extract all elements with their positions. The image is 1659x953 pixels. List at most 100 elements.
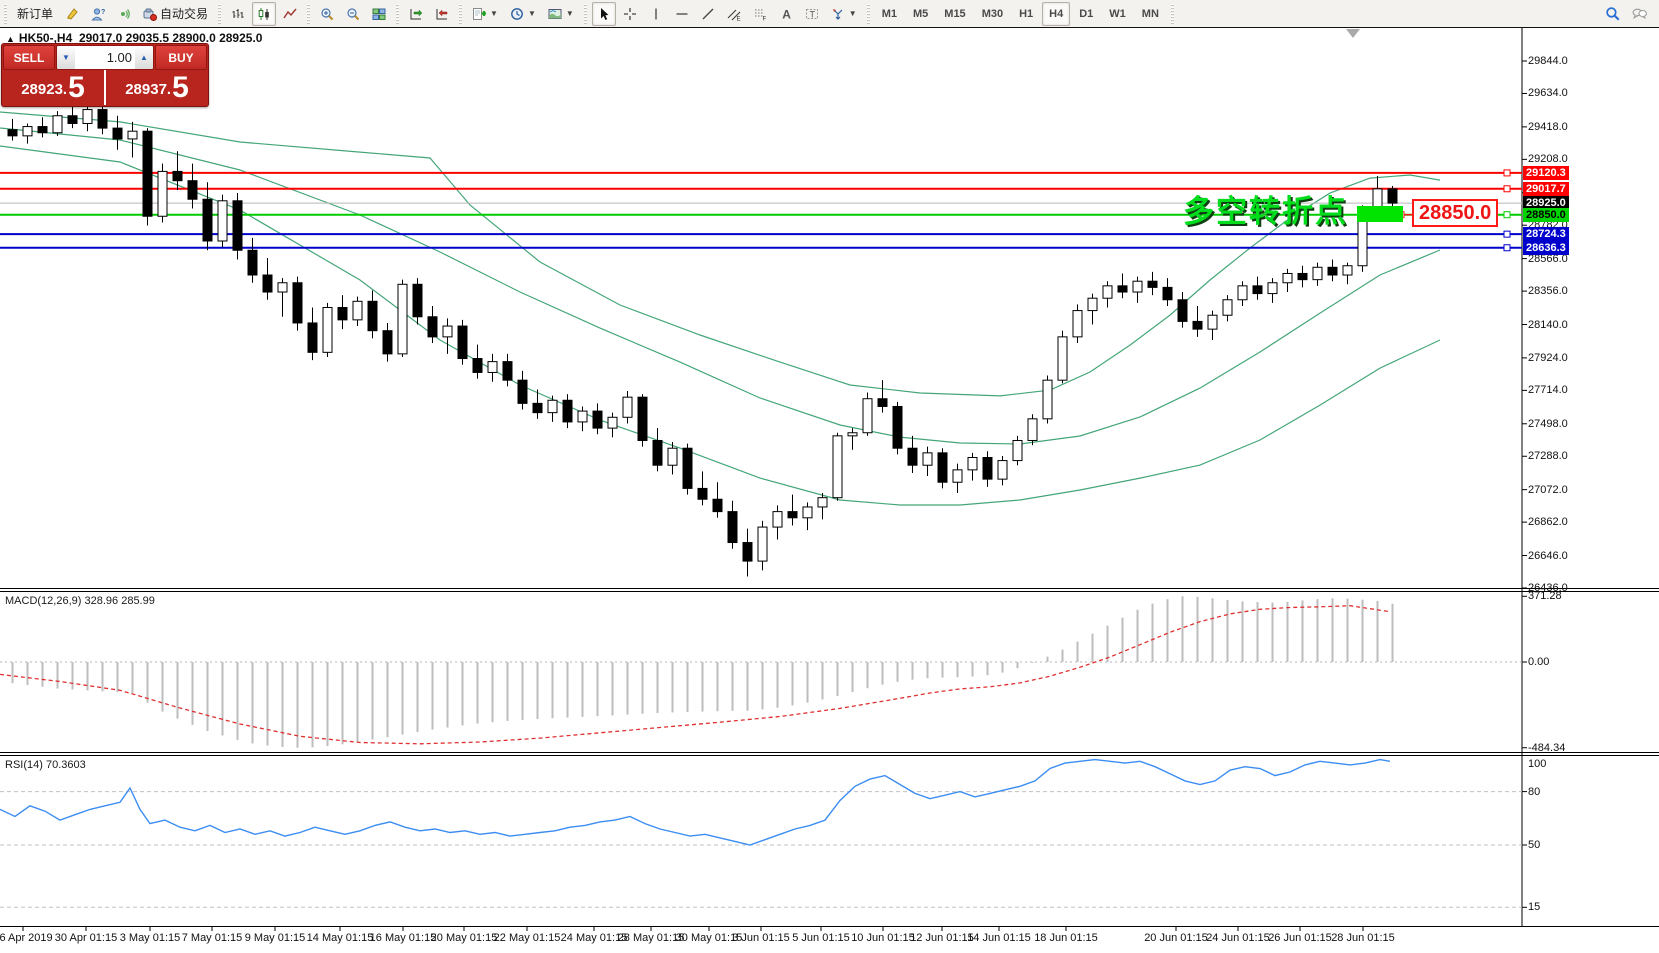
chart-shift-button[interactable]	[404, 2, 428, 26]
marketwatch-brush-button[interactable]	[60, 2, 84, 26]
scroll-end-marker-icon[interactable]	[1346, 29, 1360, 38]
cursor-button[interactable]	[591, 1, 616, 26]
vertical-line-button[interactable]	[644, 2, 668, 26]
buy-price[interactable]: 28937. 5	[106, 70, 208, 105]
band-upper	[0, 111, 1441, 397]
timeframe-h1-button[interactable]: H1	[1019, 7, 1034, 20]
candle-body	[22, 126, 33, 137]
one-click-collapse-icon[interactable]: ▲	[6, 34, 15, 44]
candles-icon	[258, 7, 269, 20]
line-handle[interactable]	[1503, 244, 1511, 252]
timeframe-d1-button[interactable]: D1	[1079, 7, 1094, 20]
timeframe-m5-button[interactable]: M5	[913, 7, 929, 20]
price-tick-label: 29208.0	[1528, 153, 1568, 165]
search-button[interactable]	[1600, 2, 1625, 26]
line-handle[interactable]	[1503, 169, 1511, 177]
candle-body	[1177, 299, 1188, 322]
candle-body	[832, 435, 843, 499]
equidistant-channel-button[interactable]: E	[722, 2, 746, 26]
sell-price-pips: 5	[68, 71, 85, 104]
search-icon	[1606, 7, 1620, 21]
candle-body	[1207, 314, 1218, 330]
trendline-icon	[702, 8, 714, 19]
candle-body	[1327, 266, 1338, 276]
signal-icon	[121, 8, 130, 19]
timeframe-m30-button[interactable]: M30	[981, 7, 1004, 20]
line-chart-button[interactable]	[278, 2, 302, 26]
price-tick-label: 28566.0	[1528, 253, 1568, 265]
bar-chart-button[interactable]	[226, 2, 250, 26]
zoom-in-icon	[321, 7, 334, 20]
sell-button[interactable]: SELL	[3, 45, 55, 70]
candle-body	[682, 447, 693, 489]
fibo-icon: F	[754, 9, 766, 21]
green-marker-rectangle[interactable]	[1357, 206, 1403, 222]
buy-button[interactable]: BUY	[155, 45, 207, 70]
fibonacci-button[interactable]: F	[748, 2, 772, 26]
crosshair-button[interactable]	[618, 2, 642, 26]
text-button[interactable]: A	[774, 2, 798, 26]
bars-icon	[232, 8, 244, 18]
arrows-button[interactable]: ▼	[826, 2, 862, 26]
text-label-button[interactable]: T	[800, 2, 824, 26]
price-callout-label[interactable]: 28850.0	[1412, 199, 1499, 227]
turning-point-annotation[interactable]: 多空转折点	[1183, 194, 1348, 229]
price-tick-label: 29418.0	[1528, 121, 1568, 133]
auto-scroll-button[interactable]	[430, 2, 454, 26]
candlestick-chart-button[interactable]	[252, 1, 277, 26]
timeframe-h4-button[interactable]: H4	[1042, 1, 1071, 26]
candle-body	[757, 526, 768, 562]
candle-body	[862, 398, 873, 434]
price-tick-label: 27072.0	[1528, 484, 1568, 496]
new-order-button[interactable]: 新订单	[17, 7, 54, 21]
indicators-button[interactable]: ▼	[467, 2, 503, 26]
timeframe-w1-button[interactable]: W1	[1109, 7, 1126, 20]
candle-body	[1267, 282, 1278, 295]
line-handle[interactable]	[1503, 185, 1511, 193]
templates-button[interactable]: ▼	[543, 2, 579, 26]
auto-trading-button[interactable]: 自动交易	[138, 2, 213, 26]
svg-text:F: F	[762, 16, 766, 21]
macd-min-label: -484.34	[1528, 742, 1566, 754]
line-handle[interactable]	[1503, 230, 1511, 238]
candle-body	[157, 170, 168, 217]
chat-button[interactable]	[1627, 2, 1652, 26]
candle-body	[472, 358, 483, 373]
profile-person-button[interactable]: ?	[86, 2, 110, 26]
candle-body	[1237, 285, 1248, 301]
price-tick-label: 29634.0	[1528, 87, 1568, 99]
horizontal-line-button[interactable]	[670, 2, 694, 26]
zoom-in-button[interactable]	[315, 2, 339, 26]
candle-body	[1042, 379, 1053, 420]
candle-body	[1252, 285, 1263, 295]
toolbar-separator	[394, 3, 402, 24]
candle-body	[1132, 280, 1143, 293]
textT-icon: T	[805, 8, 818, 19]
periods-button[interactable]: ▼	[505, 2, 541, 26]
signal-button[interactable]	[112, 2, 136, 26]
timeframe-m15-button[interactable]: M15	[944, 7, 966, 20]
candle-body	[697, 487, 708, 500]
volume-increase-button[interactable]: ▲	[135, 46, 153, 69]
tile-windows-button[interactable]	[367, 2, 391, 26]
timeframe-mn-button[interactable]: MN	[1141, 7, 1159, 20]
volume-decrease-button[interactable]: ▼	[57, 46, 75, 69]
svg-text:T: T	[809, 9, 815, 19]
sell-price[interactable]: 28923. 5	[2, 70, 104, 105]
timeframe-m1-button[interactable]: M1	[881, 7, 897, 20]
rsi-label: RSI(14) 70.3603	[5, 759, 86, 771]
price-tick-label: 29844.0	[1528, 55, 1568, 67]
date-tick-label: 26 Jun 01:15	[1268, 932, 1332, 944]
toolbar-separator	[581, 3, 589, 24]
candle-body	[952, 469, 963, 483]
date-tick-label: 10 Jun 01:15	[851, 932, 915, 944]
buy-price-main: 28937.	[125, 81, 172, 98]
trendline-button[interactable]	[696, 2, 720, 26]
candle-body	[412, 283, 423, 318]
price-tick-label: 27714.0	[1528, 384, 1568, 396]
zoom-out-button[interactable]	[341, 2, 365, 26]
volume-input[interactable]	[75, 46, 135, 69]
line-handle[interactable]	[1503, 211, 1511, 219]
